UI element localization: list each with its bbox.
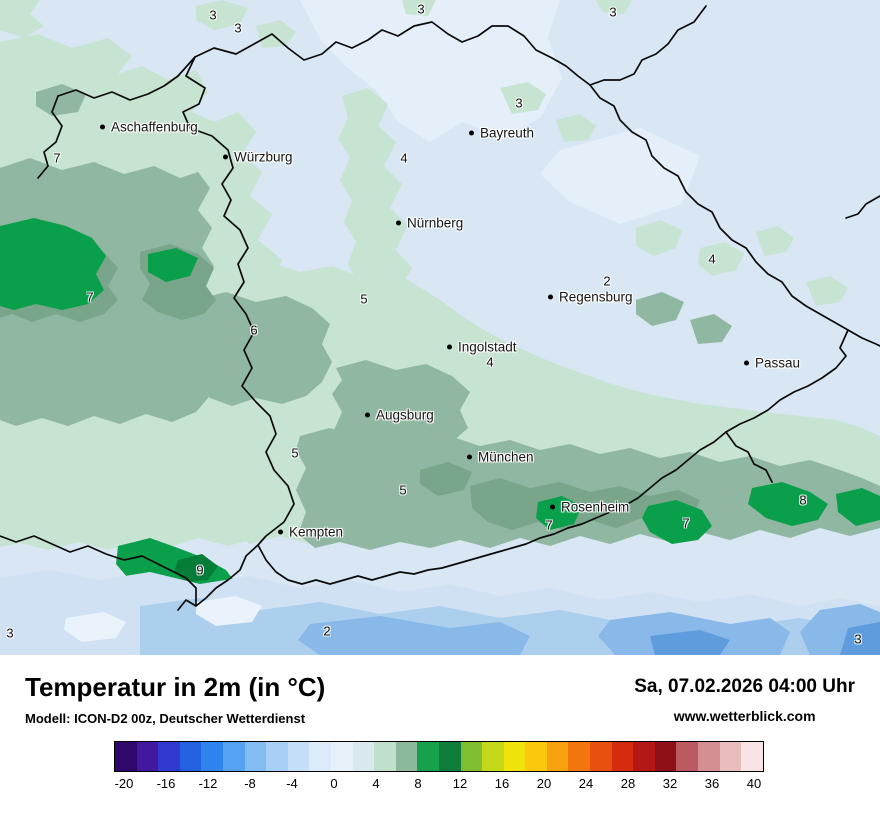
legend-cell: [568, 741, 591, 771]
legend-cell: [546, 741, 569, 771]
map-title: Temperatur in 2m (in °C): [25, 672, 326, 702]
legend-cell: [698, 741, 720, 771]
temperature-field-map: [0, 0, 880, 655]
legend-tick-label: -4: [286, 775, 298, 791]
legend-cell: [309, 741, 331, 771]
legend-tick-label: 28: [620, 775, 636, 791]
legend-cell: [525, 741, 547, 771]
legend-tick-label: -12: [198, 775, 218, 791]
legend-tick-label: 16: [494, 775, 510, 791]
legend-cell: [741, 741, 763, 771]
model-info: Modell: ICON-D2 00z, Deutscher Wetterdie…: [25, 710, 306, 726]
info-panel: Temperatur in 2m (in °C) Modell: ICON-D2…: [0, 655, 880, 830]
legend-cell: [395, 741, 418, 771]
legend-ticks: -20 -16 -12 -8 -4 0 4 8 12 16 20 24 28 32 36 40: [114, 772, 764, 792]
legend-cell: [654, 741, 677, 771]
legend-tick-label: -20: [114, 775, 134, 791]
legend-cell: [590, 741, 612, 771]
legend-tick-label: 12: [452, 775, 468, 791]
legend-tick-label: 36: [704, 775, 720, 791]
legend-cell: [611, 741, 634, 771]
legend-cell: [503, 741, 526, 771]
legend-cell: [266, 741, 288, 771]
legend-tick-label: -8: [244, 775, 256, 791]
legend-cell: [352, 741, 375, 771]
website-label: www.wetterblick.com: [673, 708, 816, 724]
color-scale-legend: -20 -16 -12 -8 -4 0 4 8 12 16 20 24 28 32 36 40: [114, 740, 764, 792]
legend-tick-label: 32: [662, 775, 678, 791]
legend-cell: [179, 741, 202, 771]
legend-tick-label: 0: [330, 775, 338, 791]
legend-cell: [201, 741, 223, 771]
legend-tick-label: 40: [746, 775, 762, 791]
legend-cell: [438, 741, 461, 771]
legend-tick-label: 4: [372, 775, 380, 791]
legend-cell: [158, 741, 180, 771]
legend-tick-label: 20: [536, 775, 552, 791]
legend-cell: [633, 741, 655, 771]
state-borders: [0, 5, 880, 611]
legend-cell: [374, 741, 396, 771]
legend-bar: [114, 740, 764, 772]
legend-tick-label: 24: [578, 775, 594, 791]
weather-map: Aschaffenburg Würzburg Bayreuth Nürnberg Reg…: [0, 0, 880, 655]
legend-cell: [115, 741, 137, 771]
legend-cell: [719, 741, 742, 771]
valid-datetime: Sa, 07.02.2026 04:00 Uhr: [634, 676, 855, 697]
legend-cell: [244, 741, 267, 771]
legend-cell: [222, 741, 245, 771]
legend-cell: [287, 741, 310, 771]
legend-tick-label: 8: [414, 775, 422, 791]
legend-cell: [417, 741, 439, 771]
legend-tick-label: -16: [156, 775, 176, 791]
legend-cell: [330, 741, 353, 771]
legend-cell: [482, 741, 504, 771]
legend-cell: [460, 741, 483, 771]
right-col: Sa, 07.02.2026 04:00 Uhr www.wetterblick…: [634, 673, 855, 724]
legend-cell: [136, 741, 159, 771]
left-col: Temperatur in 2m (in °C) Modell: ICON-D2…: [25, 673, 325, 726]
legend-cell: [676, 741, 699, 771]
